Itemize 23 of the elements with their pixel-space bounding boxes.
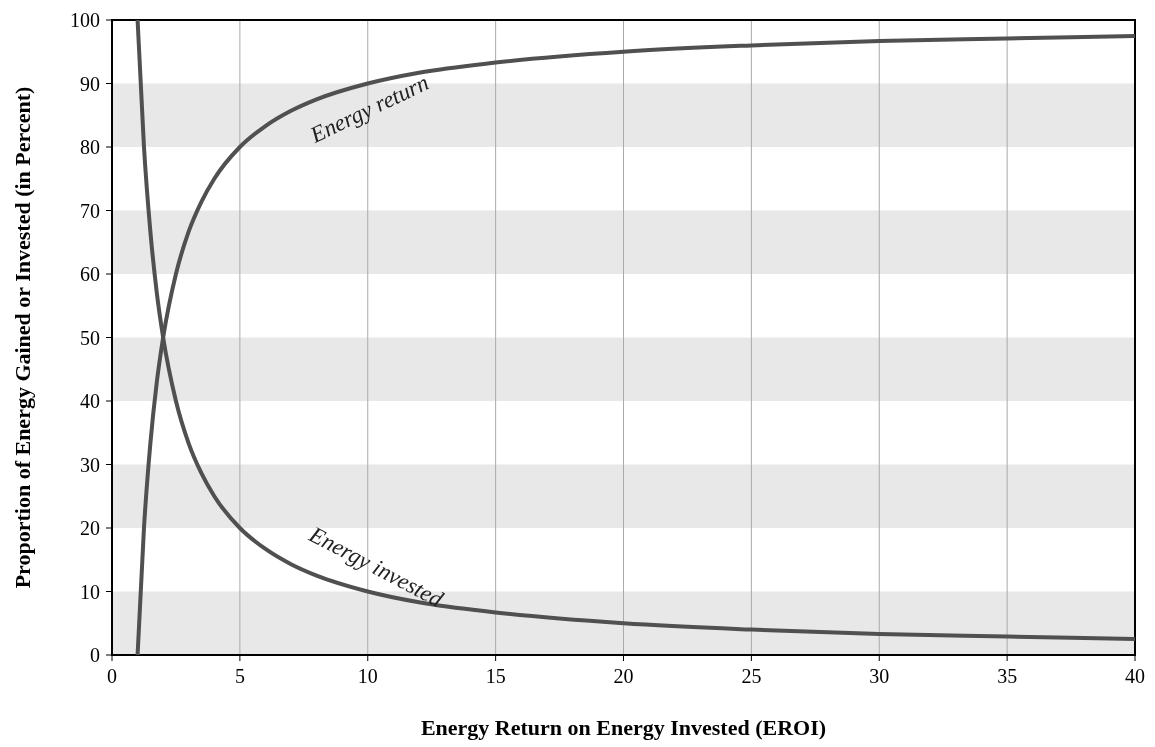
y-tick-label: 50 — [80, 326, 100, 349]
x-tick-label: 5 — [234, 665, 245, 687]
x-tick-label: 0 — [107, 665, 117, 687]
y-tick-label: 90 — [80, 72, 100, 95]
y-tick-label: 20 — [80, 517, 100, 539]
y-tick-label: 80 — [80, 136, 100, 158]
y-tick-label: 0 — [90, 644, 100, 666]
x-tick-label: 30 — [869, 665, 890, 687]
y-tick-label: 10 — [80, 580, 100, 603]
x-tick-label: 15 — [485, 665, 506, 687]
y-tick-label: 100 — [70, 9, 100, 31]
x-axis-title: Energy Return on Energy Invested (EROI) — [420, 715, 827, 740]
x-tick-label: 40 — [1125, 665, 1145, 687]
y-axis-title: Proportion of Energy Gained or Invested (in Percent) — [10, 86, 35, 589]
text: Energy return — [305, 69, 433, 149]
x-tick-label: 20 — [613, 665, 634, 687]
y-tick-label: 40 — [80, 390, 100, 412]
x-tick-label: 10 — [357, 665, 378, 687]
y-tick-label: 70 — [80, 199, 100, 222]
x-tick-label: 35 — [997, 665, 1018, 687]
y-tick-label: 60 — [80, 263, 100, 285]
x-tick-label: 25 — [741, 665, 762, 687]
y-tick-label: 30 — [80, 453, 100, 476]
